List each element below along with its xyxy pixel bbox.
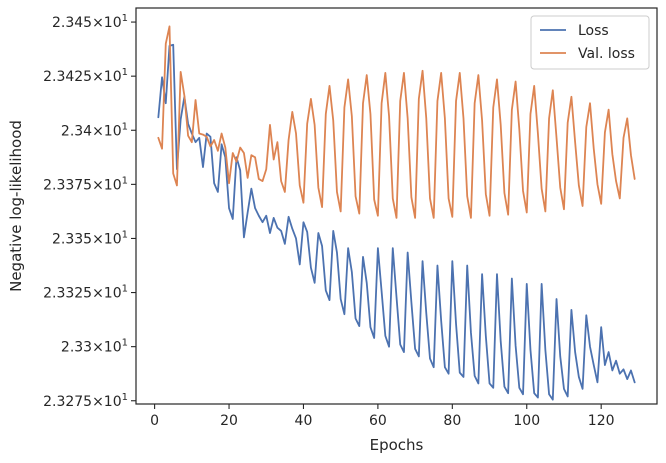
y-tick-label: 2.3425×101 [43,67,128,85]
y-tick-label: 2.345×101 [52,13,128,31]
x-tick-label: 100 [513,413,540,429]
y-tick-label: 2.3375×101 [43,175,128,193]
series-layer [157,25,636,401]
legend-label-loss: Loss [578,23,609,39]
y-tick-label: 2.34×101 [61,121,128,139]
plot-frame [135,7,658,405]
y-tick-label: 2.3275×101 [43,392,128,410]
y-tick-label: 2.335×101 [52,229,128,247]
y-axis-title: Negative log-likelihood [7,120,25,292]
x-axis: 0 20 40 60 80 100 120 [150,404,615,429]
x-tick-label: 0 [150,413,159,429]
legend-label-val-loss: Val. loss [578,46,635,62]
series-line-val-loss [157,25,636,219]
legend: Loss Val. loss [530,15,650,70]
x-tick-label: 60 [369,413,387,429]
y-tick-label: 2.33×101 [61,338,128,356]
x-tick-label: 20 [220,413,238,429]
series-line-loss [157,43,636,401]
x-tick-label: 120 [588,413,615,429]
x-axis-title: Epochs [370,436,424,454]
x-tick-label: 80 [443,413,461,429]
y-tick-label: 2.3325×101 [43,284,128,302]
x-tick-label: 40 [295,413,313,429]
y-axis: 2.3275×101 2.33×101 2.3325×101 2.335×101 2.3… [43,13,136,410]
